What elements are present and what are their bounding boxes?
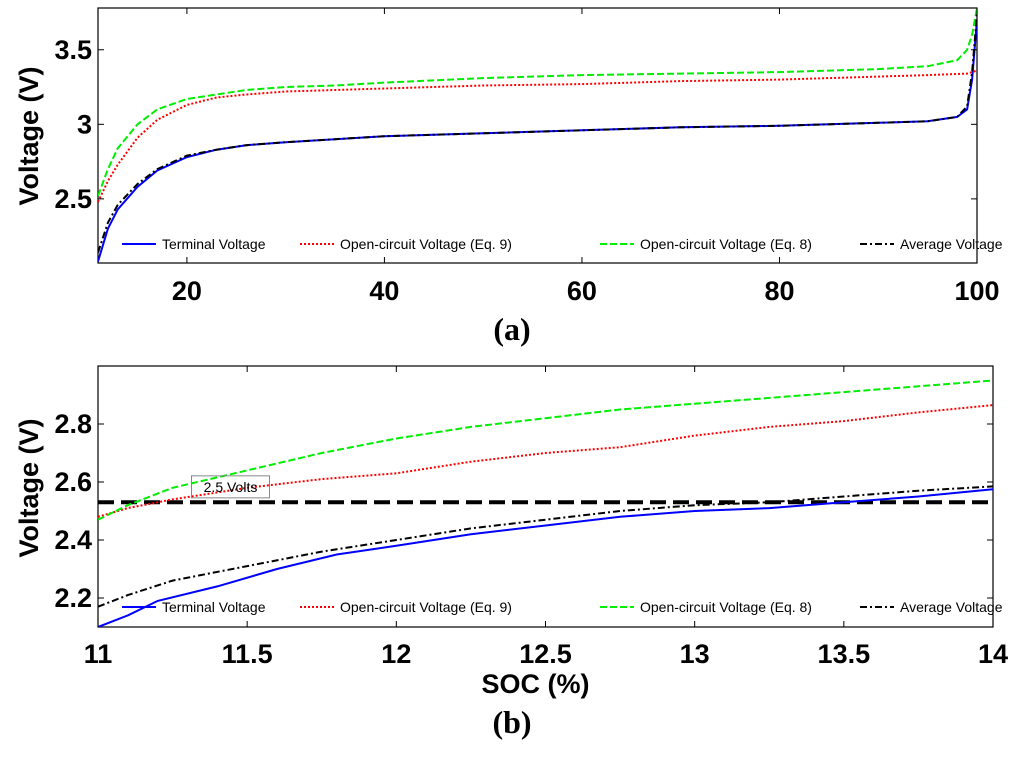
y-tick-label: 2.8 [54,409,92,439]
legend-entry: Open-circuit Voltage (Eq. 9) [340,236,512,252]
x-tick-label: 13.5 [818,639,871,669]
x-tick-label: 11 [84,639,113,669]
chart-a: 20 40 60 80 100 2.5 3 3.5 Voltage (V) (a) Terminal… [14,7,1003,347]
annotation-box [191,475,270,499]
x-tick-label: 80 [764,276,794,306]
legend: Terminal Voltage Open-circuit Voltage (Eq… [122,599,1003,615]
chart-b: 2.5 Volts 11 11.5 12 12.5 13 13.5 14 2.2 2.4 2.6 2.… [14,365,1008,740]
x-tick-label: 14 [978,639,1008,669]
series-line-4 [98,485,993,608]
y-tick-label: 2.6 [54,467,92,497]
x-tick-label: 12.5 [519,639,572,669]
x-tick-label: 20 [172,276,202,306]
annotation-label: 2.5 Volts [204,479,258,495]
series-line-3 [98,8,977,197]
series-line-2 [98,69,977,203]
series-line-3 [98,379,993,521]
legend-entry: Average Voltage [900,236,1003,252]
legend: Terminal Voltage Open-circuit Voltage (Eq… [122,236,1003,252]
legend-entry: Open-circuit Voltage (Eq. 8) [640,599,812,615]
y-tick-label: 2.4 [54,525,92,555]
panel-label: (a) [493,311,530,347]
series-line-2 [98,404,993,518]
legend-entry: Terminal Voltage [162,236,266,252]
panel-label: (b) [492,704,531,740]
y-tick-label: 2.2 [54,583,92,613]
legend-entry: Open-circuit Voltage (Eq. 8) [640,236,812,252]
y-tick-label: 3 [77,109,92,139]
x-tick-label: 13 [680,639,710,669]
plot-area [97,7,978,264]
y-axis-label: Voltage (V) [14,418,44,557]
x-tick-label: 60 [567,276,597,306]
series-line-1 [98,488,993,627]
x-tick-label: 11.5 [222,639,273,669]
series-line-4 [98,13,977,253]
x-tick-label: 40 [369,276,399,306]
plot-area [97,365,994,628]
y-tick-label: 2.5 [54,184,92,214]
legend-entry: Open-circuit Voltage (Eq. 9) [340,599,512,615]
x-axis-label: SOC (%) [482,669,590,699]
x-tick-label: 12 [381,639,411,669]
legend-entry: Terminal Voltage [162,599,266,615]
y-axis-label: Voltage (V) [14,66,44,205]
x-tick-label: 100 [954,276,999,306]
legend-entry: Average Voltage [900,599,1003,615]
y-tick-label: 3.5 [54,35,92,65]
